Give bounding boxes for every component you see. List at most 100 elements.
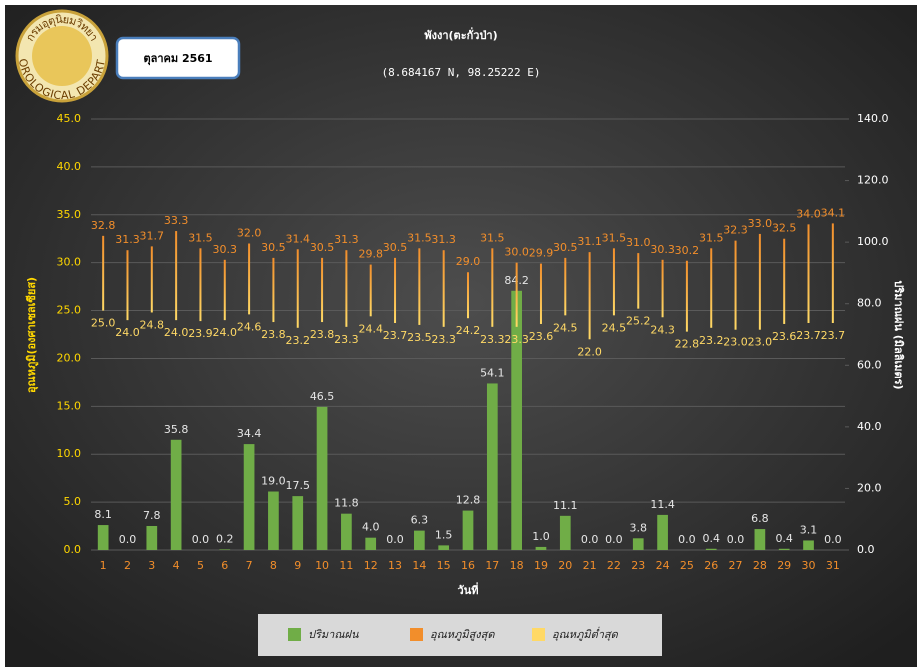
rain-bar bbox=[778, 548, 790, 550]
temp-range bbox=[710, 248, 713, 328]
max-temp-label: 31.3 bbox=[115, 233, 140, 246]
temp-range bbox=[175, 231, 178, 321]
min-temp-label: 24.5 bbox=[553, 321, 578, 334]
y2-tick-label: 120.0 bbox=[857, 174, 889, 187]
temp-range bbox=[223, 259, 226, 321]
x-tick-label: 6 bbox=[221, 559, 228, 572]
x-tick-label: 16 bbox=[461, 559, 475, 572]
rain-bar bbox=[705, 548, 717, 550]
y2-tick-label: 40.0 bbox=[857, 420, 882, 433]
min-temp-label: 22.0 bbox=[577, 345, 602, 358]
min-temp-label: 23.3 bbox=[504, 333, 529, 346]
temp-range bbox=[369, 264, 372, 317]
x-axis-label: วันที่ bbox=[458, 582, 479, 597]
temp-range bbox=[612, 248, 615, 316]
max-temp-label: 30.5 bbox=[553, 241, 578, 254]
y2-tick-label: 100.0 bbox=[857, 235, 889, 248]
max-temp-label: 31.3 bbox=[334, 233, 359, 246]
legend-swatch bbox=[288, 628, 301, 641]
max-temp-label: 33.3 bbox=[164, 214, 189, 227]
rain-label: 0.0 bbox=[727, 533, 745, 546]
max-temp-label: 31.1 bbox=[577, 235, 602, 248]
temp-range bbox=[564, 257, 567, 316]
x-tick-label: 22 bbox=[607, 559, 621, 572]
min-temp-label: 24.0 bbox=[213, 326, 238, 339]
legend-label: ปริมาณฝน bbox=[308, 628, 359, 641]
min-temp-label: 25.2 bbox=[626, 315, 651, 328]
y-tick-label: 45.0 bbox=[57, 112, 82, 125]
rain-label: 0.2 bbox=[216, 532, 234, 545]
y2-tick-label: 20.0 bbox=[857, 481, 882, 494]
min-temp-label: 23.3 bbox=[480, 333, 505, 346]
rain-label: 3.8 bbox=[630, 521, 648, 534]
max-temp-label: 31.5 bbox=[699, 231, 724, 244]
rain-label: 0.0 bbox=[581, 533, 599, 546]
x-tick-label: 27 bbox=[729, 559, 743, 572]
x-tick-label: 13 bbox=[388, 559, 402, 572]
rain-label: 11.8 bbox=[334, 497, 359, 510]
rain-label: 34.4 bbox=[237, 427, 262, 440]
x-tick-label: 10 bbox=[315, 559, 329, 572]
max-temp-label: 30.3 bbox=[213, 243, 238, 256]
min-temp-label: 24.2 bbox=[456, 324, 481, 337]
rain-label: 1.0 bbox=[532, 530, 550, 543]
temp-range bbox=[588, 252, 591, 340]
x-tick-label: 21 bbox=[583, 559, 597, 572]
y-axis-label: อุณหภูมิ(องศาเซลเซียส) bbox=[25, 277, 39, 393]
temp-range bbox=[685, 260, 688, 332]
temp-range bbox=[394, 257, 397, 324]
x-tick-label: 3 bbox=[148, 559, 155, 572]
temp-range bbox=[637, 253, 640, 309]
temp-range bbox=[807, 224, 810, 324]
period-box bbox=[115, 36, 241, 80]
rain-bar bbox=[97, 525, 109, 550]
x-tick-label: 31 bbox=[826, 559, 840, 572]
rain-label: 11.4 bbox=[650, 498, 675, 511]
x-tick-label: 19 bbox=[534, 559, 548, 572]
max-temp-label: 34.1 bbox=[821, 206, 846, 219]
rain-label: 19.0 bbox=[261, 475, 286, 488]
rain-label: 6.3 bbox=[411, 514, 429, 527]
x-tick-label: 26 bbox=[704, 559, 718, 572]
min-temp-label: 23.3 bbox=[431, 333, 456, 346]
legend-label: อุณหภูมิสูงสุด bbox=[430, 628, 495, 641]
temp-range bbox=[783, 238, 786, 324]
temp-range bbox=[199, 248, 202, 322]
temp-range bbox=[661, 259, 664, 318]
min-temp-label: 23.6 bbox=[529, 330, 554, 343]
y-tick-label: 40.0 bbox=[57, 160, 82, 173]
y-tick-label: 0.0 bbox=[64, 543, 82, 556]
max-temp-label: 32.5 bbox=[772, 222, 797, 235]
max-temp-label: 30.0 bbox=[504, 246, 529, 259]
max-temp-label: 32.3 bbox=[723, 224, 748, 237]
max-temp-label: 30.5 bbox=[310, 241, 335, 254]
rain-label: 0.4 bbox=[702, 532, 720, 545]
max-temp-label: 29.9 bbox=[529, 247, 554, 260]
temp-range bbox=[321, 257, 324, 323]
y-tick-label: 5.0 bbox=[64, 495, 82, 508]
x-tick-label: 25 bbox=[680, 559, 694, 572]
logo-center bbox=[32, 26, 92, 86]
rain-bar bbox=[268, 491, 279, 550]
y2-tick-label: 140.0 bbox=[857, 112, 889, 125]
rain-label: 0.4 bbox=[775, 532, 793, 545]
rain-bar bbox=[292, 496, 304, 550]
rain-bar bbox=[170, 439, 182, 550]
rain-bar bbox=[341, 513, 352, 550]
rain-label: 0.0 bbox=[192, 533, 210, 546]
y2-tick-label: 60.0 bbox=[857, 358, 882, 371]
x-tick-label: 1 bbox=[100, 559, 107, 572]
max-temp-label: 30.3 bbox=[650, 243, 675, 256]
max-temp-label: 32.0 bbox=[237, 227, 262, 240]
rain-bar bbox=[146, 525, 158, 550]
x-tick-label: 20 bbox=[558, 559, 572, 572]
min-temp-label: 23.2 bbox=[285, 334, 310, 347]
temp-range bbox=[515, 262, 518, 327]
x-tick-label: 15 bbox=[437, 559, 451, 572]
min-temp-label: 23.7 bbox=[383, 329, 408, 342]
min-temp-label: 24.3 bbox=[650, 323, 675, 336]
temp-range bbox=[758, 233, 761, 330]
min-temp-label: 24.0 bbox=[164, 326, 189, 339]
temp-range bbox=[442, 250, 445, 327]
rain-label: 0.0 bbox=[824, 533, 842, 546]
